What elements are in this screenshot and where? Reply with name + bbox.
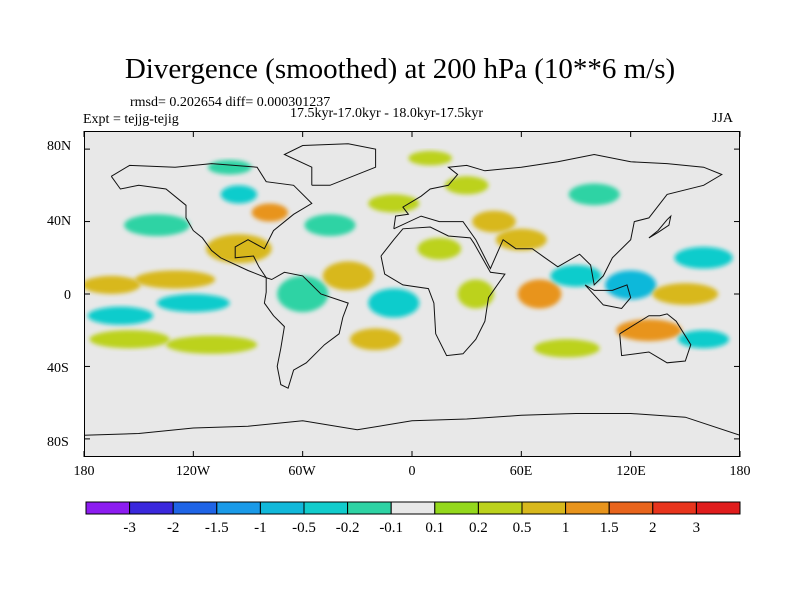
coastline	[110, 163, 313, 279]
field-contour	[674, 246, 733, 269]
colorbar-swatch	[434, 501, 479, 515]
period-label: 17.5kyr-17.0kyr - 18.0kyr-17.5kyr	[290, 106, 484, 121]
coastline	[648, 214, 672, 239]
field-contour	[207, 159, 252, 175]
colorbar-swatch	[652, 501, 697, 515]
field-contour	[166, 335, 258, 354]
coastlines	[84, 143, 740, 436]
chart-title: Divergence (smoothed) at 200 hPa (10**6 …	[124, 53, 676, 85]
map-frame	[84, 131, 740, 457]
colorbar-swatch	[303, 501, 349, 515]
field-contour	[517, 279, 562, 309]
colorbar-swatch	[565, 501, 610, 515]
field-contour	[251, 203, 289, 222]
field-contour	[417, 237, 462, 260]
coastline	[84, 413, 740, 436]
colorbar-swatch	[129, 501, 174, 515]
field-contour	[495, 228, 547, 251]
x-tick-label: 0	[408, 464, 416, 479]
field-contour	[87, 306, 154, 325]
y-tick-label: 80S	[47, 435, 69, 450]
colorbar-swatch	[695, 501, 741, 515]
coastline	[380, 226, 506, 357]
season-label: JJA	[712, 111, 734, 126]
field-contour	[368, 288, 420, 318]
field-contour	[206, 234, 272, 264]
field-contour	[368, 194, 420, 213]
colorbar	[85, 501, 741, 515]
field-contour	[304, 214, 356, 237]
colorbar-level-label: 0.1	[425, 520, 445, 536]
field-contour	[534, 339, 600, 358]
colorbar-swatch	[347, 501, 392, 515]
colorbar-level-label: -2	[166, 520, 180, 536]
field-contour	[408, 150, 453, 166]
field-contour	[277, 275, 329, 313]
field-contour	[322, 261, 374, 291]
field-contour	[350, 328, 402, 351]
field-contour	[605, 270, 657, 300]
colorbar-swatch	[521, 501, 567, 515]
field-contour	[89, 330, 170, 349]
colorbar-level-label: -1.5	[204, 520, 229, 536]
colorbar-level-label: -0.1	[379, 520, 404, 536]
field-contour	[472, 210, 516, 233]
x-tick-label: 120W	[175, 464, 211, 479]
y-tick-label: 40S	[47, 361, 69, 376]
colorbar-level-label: 1.5	[599, 520, 619, 536]
coastline	[619, 313, 692, 364]
coastline	[263, 271, 349, 389]
colorbar-swatch	[216, 501, 261, 515]
y-tick-label: 40N	[47, 214, 72, 229]
field-contour	[550, 265, 602, 287]
colorbar-level-label: 3	[692, 520, 701, 536]
y-tick-label: 0	[64, 288, 71, 303]
field-contour	[220, 185, 258, 204]
colorbar-swatch	[172, 501, 218, 515]
colorbar-swatch	[390, 501, 436, 515]
x-tick-label: 180	[729, 464, 751, 479]
colorbar-level-label: 0.5	[512, 520, 532, 536]
divergence-field	[84, 150, 733, 358]
coastline	[283, 143, 377, 186]
x-tick-label: 60W	[288, 464, 316, 479]
field-contour	[156, 294, 230, 313]
x-tick-label: 180	[73, 464, 95, 479]
colorbar-swatch	[608, 501, 654, 515]
y-tick-label: 80N	[47, 139, 72, 154]
colorbar-level-label: 1	[561, 520, 570, 536]
field-contour	[457, 279, 494, 309]
field-contour	[84, 275, 141, 294]
colorbar-swatch	[259, 501, 305, 515]
colorbar-swatch	[477, 501, 523, 515]
field-contour	[568, 183, 620, 206]
colorbar-level-label: -3	[123, 520, 136, 536]
field-contour	[616, 319, 682, 342]
coastline	[584, 284, 632, 310]
experiment-label: Expt = tejjg-tejig	[83, 112, 179, 127]
colorbar-level-label: -0.5	[292, 520, 316, 536]
colorbar-swatch	[85, 501, 131, 515]
colorbar-level-label: -0.2	[335, 520, 360, 536]
field-contour	[135, 270, 216, 289]
field-contour	[444, 176, 489, 195]
x-tick-label: 60E	[509, 464, 533, 479]
x-tick-label: 120E	[616, 464, 646, 479]
colorbar-level-label: 2	[649, 520, 657, 536]
colorbar-level-label: 0.2	[469, 520, 488, 536]
field-contour	[652, 283, 719, 305]
colorbar-level-label: -1	[254, 520, 267, 536]
field-contour	[124, 214, 190, 237]
coastline	[393, 153, 723, 286]
rmsd-stats: rmsd= 0.202654 diff= 0.000301237	[130, 95, 331, 110]
